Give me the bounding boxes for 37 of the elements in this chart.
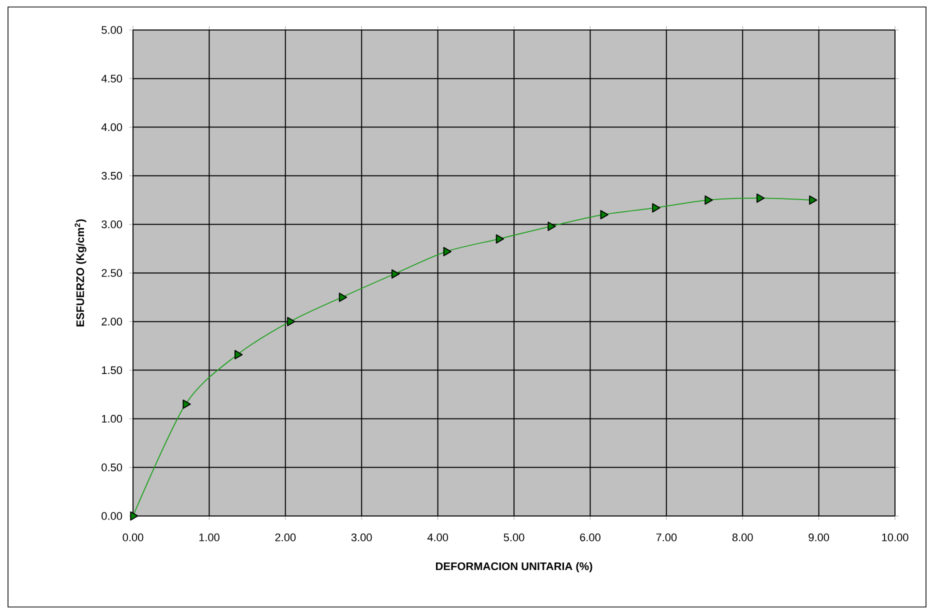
- y-tick-label: 1.00: [102, 414, 122, 423]
- x-tick-label: 3.00: [351, 534, 372, 542]
- x-tick-label: 7.00: [656, 534, 677, 542]
- x-axis-title: DEFORMACION UNITARIA (%): [436, 562, 592, 572]
- point: [704, 195, 713, 205]
- x-tick-label: 8.00: [732, 534, 753, 542]
- point: [652, 203, 660, 213]
- x-tick-label: 2.00: [275, 534, 296, 542]
- y-tick-label: 5.00: [102, 26, 122, 34]
- point: [338, 292, 348, 302]
- y-tick-label: 1.50: [102, 366, 122, 374]
- y-axis-title: ESFUERZO (Kg/cm$^{2}$): [74, 219, 86, 326]
- y-tick-label: 4.50: [101, 74, 122, 82]
- x-tick-label: 0.00: [122, 534, 144, 542]
- x-tick-label: 10.00: [882, 534, 908, 542]
- y-tick-label: 4.00: [101, 123, 122, 132]
- point: [234, 350, 243, 360]
- x-tick-label: 6.00: [580, 534, 600, 542]
- point: [600, 210, 608, 220]
- y-tick-label: 2.00: [102, 318, 122, 326]
- x-tick-label: 4.00: [427, 534, 448, 542]
- point: [391, 269, 400, 279]
- point: [809, 195, 818, 205]
- x-tick-label: 9.00: [808, 534, 830, 542]
- y-tick-label: 3.00: [102, 220, 122, 228]
- point: [443, 246, 452, 256]
- point: [756, 194, 765, 203]
- x-tick-label: 1.00: [199, 534, 220, 542]
- y-tick-label: 0.00: [102, 512, 122, 520]
- point: [182, 400, 191, 409]
- point: [287, 316, 296, 326]
- point: [496, 234, 504, 244]
- y-tick-label: 3.50: [102, 172, 122, 180]
- y-tick-label: 2.50: [102, 269, 122, 277]
- point: [548, 222, 556, 231]
- y-tick-label: 0.50: [102, 464, 122, 472]
- x-tick-label: 5.00: [504, 534, 524, 542]
